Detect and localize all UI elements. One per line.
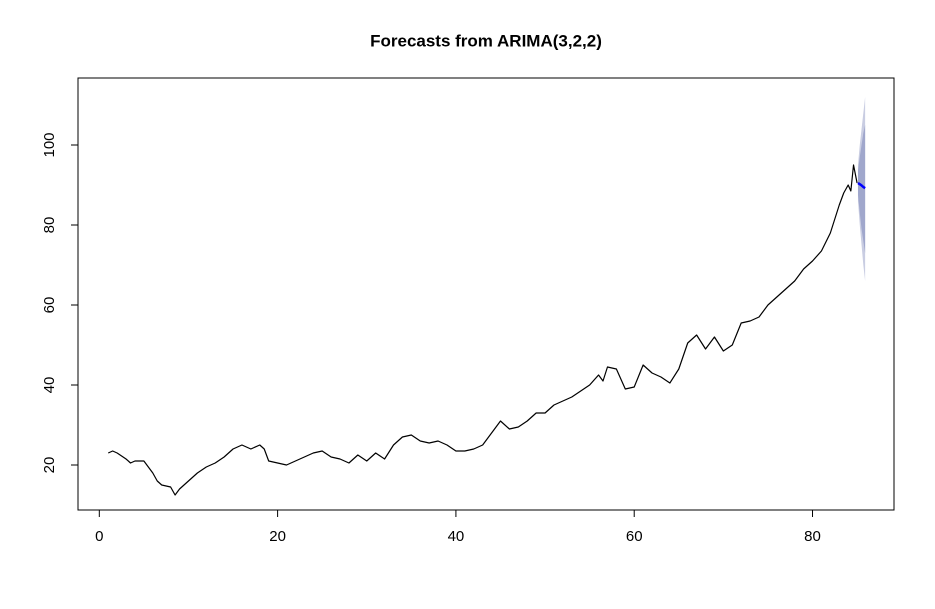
y-tick-label: 100 bbox=[41, 132, 58, 157]
series-line bbox=[107, 164, 858, 496]
x-tick-label: 20 bbox=[269, 528, 286, 545]
x-tick-label: 60 bbox=[626, 528, 643, 545]
plot-box bbox=[77, 77, 895, 511]
forecast-interval bbox=[857, 125, 866, 253]
x-tick-label: 40 bbox=[448, 528, 465, 545]
series-line bbox=[857, 181, 866, 190]
chart-title: Forecasts from ARIMA(3,2,2) bbox=[370, 31, 602, 50]
y-tick-label: 40 bbox=[41, 377, 58, 394]
x-tick-label: 80 bbox=[804, 528, 821, 545]
y-tick-label: 20 bbox=[41, 457, 58, 474]
x-tick-label: 0 bbox=[95, 528, 103, 545]
y-tick-label: 60 bbox=[41, 297, 58, 314]
y-tick-label: 80 bbox=[41, 217, 58, 234]
